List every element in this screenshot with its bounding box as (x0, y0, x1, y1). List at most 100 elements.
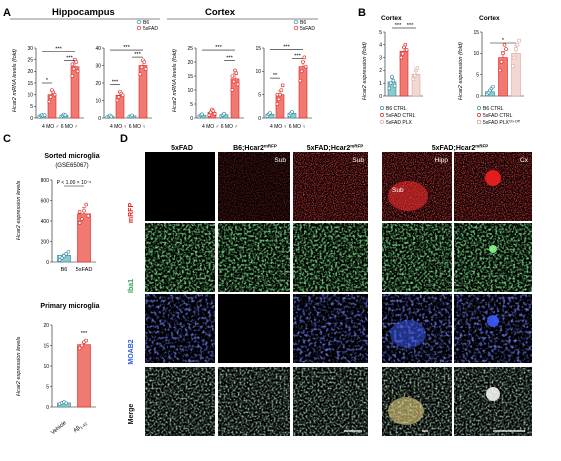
x-label-b6: B6 (61, 267, 68, 273)
bar (411, 73, 421, 97)
y-tick-label: 15 (473, 30, 479, 36)
data-point (501, 51, 505, 56)
data-point (82, 208, 86, 213)
a-cortex-legend: B6 5xFAD (293, 19, 315, 32)
y-tick-label: 5 (379, 30, 382, 36)
a-hippocampus-female-plot: 0 10 20 30 40 *** *** *** 4 MO ♀ 6 MO ♀ (95, 45, 152, 130)
sig-label: *** (134, 52, 141, 58)
data-point (498, 68, 502, 73)
data-point (138, 72, 143, 77)
data-point (47, 99, 52, 104)
data-point (80, 343, 84, 348)
data-point (233, 68, 237, 73)
y-tick-label: 10 (255, 69, 261, 75)
sig-label: *** (215, 45, 222, 51)
a-cortex-title: Cortex (205, 7, 236, 18)
legend-5xfad-plx: 5xFAD PLXOn-Off (483, 120, 520, 127)
data-point (235, 82, 240, 87)
data-point (504, 47, 508, 51)
microscopy-texture (145, 223, 215, 292)
bar (498, 57, 508, 97)
data-point (303, 64, 308, 69)
data-point (234, 71, 239, 75)
legend-5xfad-ctrl: 5xFAD CTRL (386, 113, 416, 119)
microscopy-texture (293, 152, 368, 221)
data-point (62, 254, 66, 258)
microscopy-texture (382, 223, 452, 292)
data-point (71, 67, 76, 71)
data-point (280, 83, 285, 88)
y-tick-label: 15 (27, 81, 33, 87)
data-point (392, 83, 397, 88)
data-point (74, 60, 79, 64)
tile-label: Hipp (435, 157, 449, 164)
legend-5xfad: 5xFAD (300, 26, 315, 32)
data-point (276, 97, 281, 102)
d-image-grid: Sub Sub Hipp Sub Cx (145, 152, 532, 436)
d-col-header-4: 5xFAD;Hcar2mRFP (432, 144, 489, 153)
microscopy-texture (145, 367, 215, 436)
y-tick-label: 600 (41, 198, 50, 204)
sig-label: *** (81, 331, 88, 337)
microscopy-texture (293, 294, 368, 363)
data-point (48, 95, 53, 99)
d-row-label-mrfp: mRFP (128, 203, 135, 224)
legend-5xfad-ctrl: 5xFAD CTRL (483, 113, 513, 119)
data-point (84, 338, 88, 343)
x-axis-label: 4 MO ♂ 6 MO ♂ (42, 124, 78, 130)
b-right-plot: 0 5 10 15 * (473, 30, 524, 100)
p-value-label: P < 1.00 × 10⁻⁶ (57, 180, 92, 186)
y-tick-label: 0 (476, 94, 479, 100)
plaque-cluster (390, 320, 426, 348)
cell-body (487, 315, 499, 327)
data-point (230, 74, 235, 78)
y-tick-label: 20 (95, 81, 101, 87)
y-tick-label: 5 (476, 72, 479, 78)
microscopy-texture (145, 294, 215, 363)
data-point (211, 109, 216, 113)
data-point (390, 75, 394, 79)
bar (77, 344, 91, 408)
c-top-ylabel: Hcar2 expression levels (16, 180, 22, 240)
microscopy-texture (454, 152, 532, 221)
data-point (120, 93, 125, 98)
legend-b6-ctrl: B6 CTRL (483, 106, 504, 112)
y-tick-label: 0 (258, 116, 261, 122)
b-left-plot: 0 1 2 3 4 5 *** *** (379, 23, 423, 100)
microscopy-texture (218, 223, 290, 292)
b-right-legend: B6 CTRL 5xFAD CTRL 5xFAD PLXOn-Off (477, 106, 520, 127)
microscopy-texture (293, 223, 368, 292)
y-tick-label: 30 (27, 46, 33, 52)
microscopy-tile (145, 152, 215, 221)
data-point (275, 102, 280, 106)
data-point (499, 60, 504, 64)
data-point (290, 110, 294, 114)
data-point (70, 74, 75, 78)
y-tick-label: 3 (379, 55, 382, 61)
sig-label: *** (407, 23, 414, 29)
legend-b6: B6 (143, 20, 149, 26)
legend-5xfad-plx: 5xFAD PLX (386, 120, 413, 126)
x-label-5xfad: 5xFAD (76, 267, 93, 273)
cell-body (486, 387, 500, 401)
microscopy-texture (454, 223, 532, 292)
data-point (208, 110, 213, 115)
bar (115, 94, 125, 119)
c-bottom-title: Primary microglia (40, 303, 99, 310)
data-point (222, 112, 226, 116)
bar (77, 213, 91, 263)
data-point (412, 73, 417, 78)
x-axis-label: 4 MO ♀ 6 MO ♀ (110, 124, 146, 130)
bar (511, 53, 521, 97)
data-point (301, 60, 305, 64)
microscopy-texture (218, 367, 290, 436)
x-label-abeta-sub: 1-42 (79, 421, 89, 430)
sig-label: *** (294, 54, 301, 60)
y-tick-label: 2 (379, 68, 382, 74)
c-top-subtitle: (GSE65067) (55, 163, 88, 169)
tile-label-sub: Sub (392, 187, 404, 194)
c-top-plot: 0 200 400 600 800 P < 1.00 × 10⁻⁶ B6 5xFAD (41, 178, 96, 273)
sig-label: ** (273, 73, 278, 79)
data-point (275, 92, 280, 97)
data-point (75, 69, 80, 74)
